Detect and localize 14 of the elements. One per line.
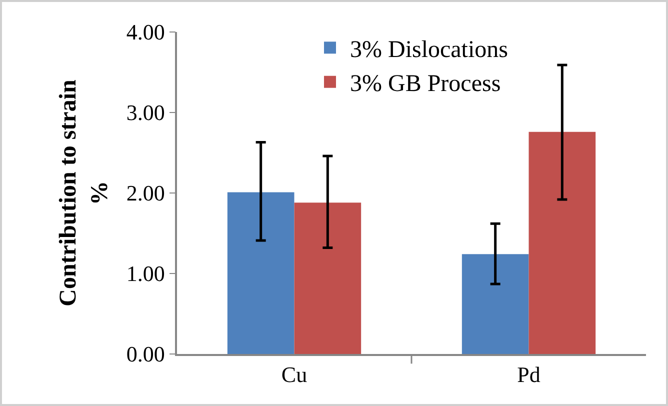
x-tick-label: Cu	[281, 362, 308, 388]
bar	[462, 254, 529, 354]
y-tick-label: 2.00	[126, 180, 165, 206]
y-tick-label: 4.00	[126, 20, 165, 45]
bar	[528, 132, 596, 354]
bar	[294, 202, 362, 354]
y-axis-title: Contribution to strain %	[56, 80, 113, 306]
y-tick-label: 1.00	[126, 261, 165, 286]
y-tick-label: 0.00	[126, 342, 165, 367]
legend-label: 3% GB Process	[350, 71, 501, 98]
legend-label: 3% Dislocations	[350, 37, 508, 64]
y-tick-label: 3.00	[126, 100, 165, 126]
x-tick-label: Pd	[517, 362, 540, 388]
bar	[227, 192, 294, 354]
